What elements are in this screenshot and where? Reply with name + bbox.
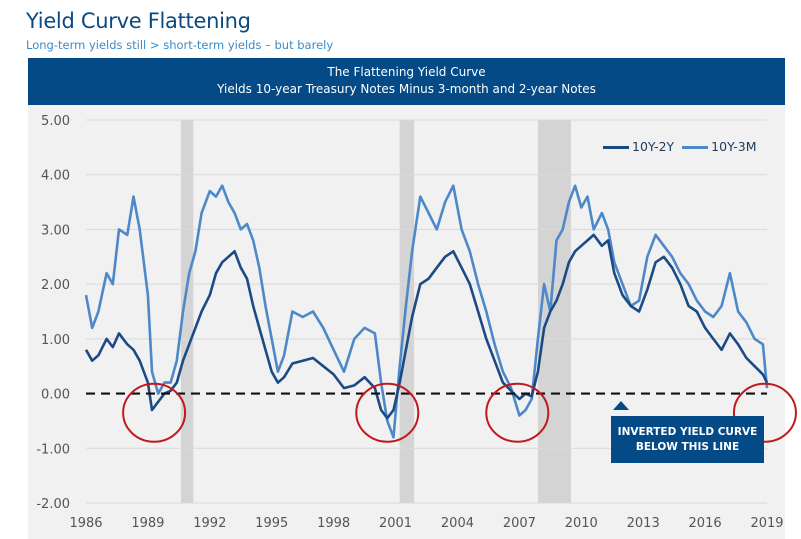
page-subtitle: Long-term yields still > short-term yiel…	[26, 38, 334, 52]
x-tick-label: 1992	[193, 516, 226, 531]
callout-arrow-icon	[613, 401, 629, 410]
legend-item-10y2y: 10Y-2Y	[603, 139, 674, 154]
y-tick-label: -2.00	[36, 497, 70, 512]
recession-band	[399, 120, 415, 503]
legend-swatch-10y2y	[603, 146, 629, 149]
y-tick-label: -1.00	[36, 442, 70, 457]
highlight-circles	[122, 382, 797, 443]
y-tick-label: 1.00	[41, 333, 70, 348]
chart-legend: 10Y-2Y 10Y-3M	[603, 139, 756, 154]
legend-item-10y3m: 10Y-3M	[682, 139, 756, 154]
page-title: Yield Curve Flattening	[26, 9, 251, 33]
y-tick-label: 4.00	[41, 169, 70, 184]
legend-swatch-10y3m	[682, 146, 709, 149]
y-tick-label: 3.00	[41, 223, 70, 238]
series-lines	[84, 184, 769, 439]
x-tick-label: 1995	[255, 516, 288, 531]
x-tick-label: 2001	[379, 516, 412, 531]
series-line-10y-2y	[84, 233, 769, 420]
chart-title: The Flattening Yield Curve	[327, 65, 486, 79]
recession-band	[537, 120, 571, 503]
x-tick-label: 1986	[69, 516, 102, 531]
highlight-circle	[355, 382, 420, 443]
callout-line-1: INVERTED YIELD CURVE	[617, 426, 758, 438]
highlight-circle	[485, 382, 550, 443]
x-tick-label: 1998	[317, 516, 350, 531]
x-tick-label: 2019	[750, 516, 783, 531]
legend-label-10y2y: 10Y-2Y	[632, 139, 675, 154]
chart-subtitle: Yields 10-year Treasury Notes Minus 3-mo…	[217, 82, 596, 96]
highlight-circle	[732, 382, 797, 443]
callout-line-2: BELOW THIS LINE	[635, 441, 740, 453]
x-axis-ticks: 1986 1989 1992 1995 1998 2001 2004 2007 2010 2013…	[69, 516, 783, 531]
legend-label-10y3m: 10Y-3M	[711, 139, 757, 154]
y-tick-label: 0.00	[41, 388, 70, 403]
x-tick-label: 2004	[441, 516, 474, 531]
inverted-curve-callout: INVERTED YIELD CURVE BELOW THIS LINE	[611, 416, 764, 463]
y-tick-label: 2.00	[41, 278, 70, 293]
y-axis-ticks: 5.00 4.00 3.00 2.00 1.00 0.00 -1.00 -2.00	[36, 114, 70, 512]
chart-header-band: The Flattening Yield Curve Yields 10-yea…	[28, 58, 785, 105]
x-tick-label: 2007	[503, 516, 536, 531]
x-tick-label: 2016	[689, 516, 722, 531]
x-tick-label: 2010	[565, 516, 598, 531]
recession-bands	[180, 120, 571, 503]
x-tick-label: 2013	[627, 516, 660, 531]
y-tick-label: 5.00	[41, 114, 70, 129]
highlight-circle	[122, 382, 187, 443]
series-line-10y-3m	[84, 184, 769, 439]
x-tick-label: 1989	[131, 516, 164, 531]
